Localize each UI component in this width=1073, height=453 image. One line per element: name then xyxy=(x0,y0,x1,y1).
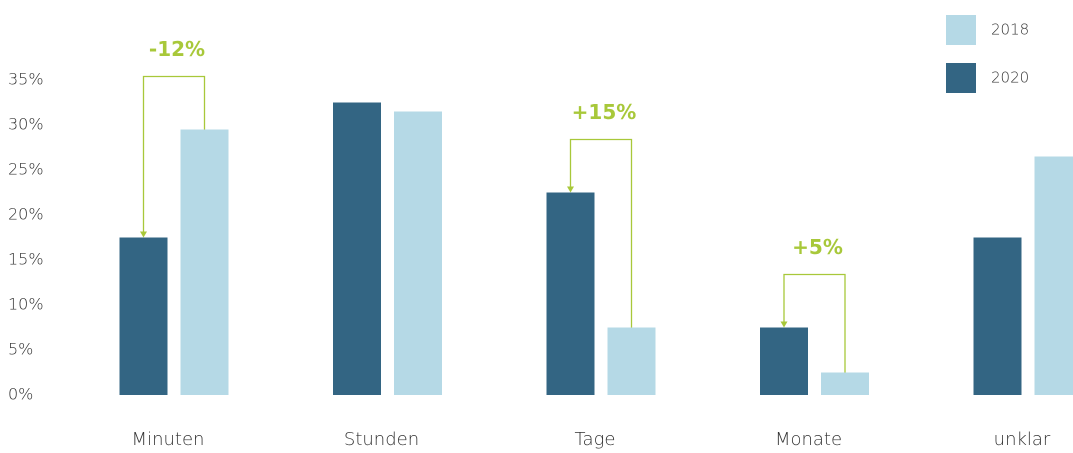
x-tick-label: Minuten xyxy=(132,429,205,450)
y-tick-label: 25% xyxy=(8,160,44,179)
x-tick-label: Monate xyxy=(775,429,842,450)
x-tick-label: unklar xyxy=(994,429,1051,450)
annotation-label: -12% xyxy=(149,37,205,61)
annotation-bracket xyxy=(783,273,846,373)
y-tick-label: 20% xyxy=(8,205,44,224)
bar xyxy=(760,327,808,395)
annotation-arrowhead xyxy=(140,231,147,238)
annotation-bracket xyxy=(142,75,206,233)
x-tick-label: Tage xyxy=(575,429,616,450)
legend-label: 2020 xyxy=(991,69,1029,87)
annotation-label: +15% xyxy=(572,100,637,124)
bar xyxy=(333,102,381,395)
bar xyxy=(119,237,168,395)
bar xyxy=(607,327,656,395)
annotation-arrowhead xyxy=(567,186,574,193)
bar xyxy=(180,129,229,395)
y-tick-label: 5% xyxy=(8,340,33,359)
bar xyxy=(546,192,595,395)
bar xyxy=(394,111,442,395)
bar xyxy=(973,237,1022,395)
annotation-label: +5% xyxy=(792,235,843,259)
annotation-bracket xyxy=(569,138,633,328)
y-tick-label: 30% xyxy=(8,115,44,134)
x-tick-label: Stunden xyxy=(344,429,419,450)
legend-swatch xyxy=(946,15,976,45)
y-tick-label: 0% xyxy=(8,385,33,404)
y-tick-label: 10% xyxy=(8,295,44,314)
legend-swatch xyxy=(946,63,976,93)
bar xyxy=(1034,156,1073,395)
bar xyxy=(821,372,869,395)
y-tick-label: 15% xyxy=(8,250,44,269)
legend-label: 2018 xyxy=(991,21,1029,39)
y-tick-label: 35% xyxy=(8,70,44,89)
annotation-arrowhead xyxy=(780,321,788,328)
